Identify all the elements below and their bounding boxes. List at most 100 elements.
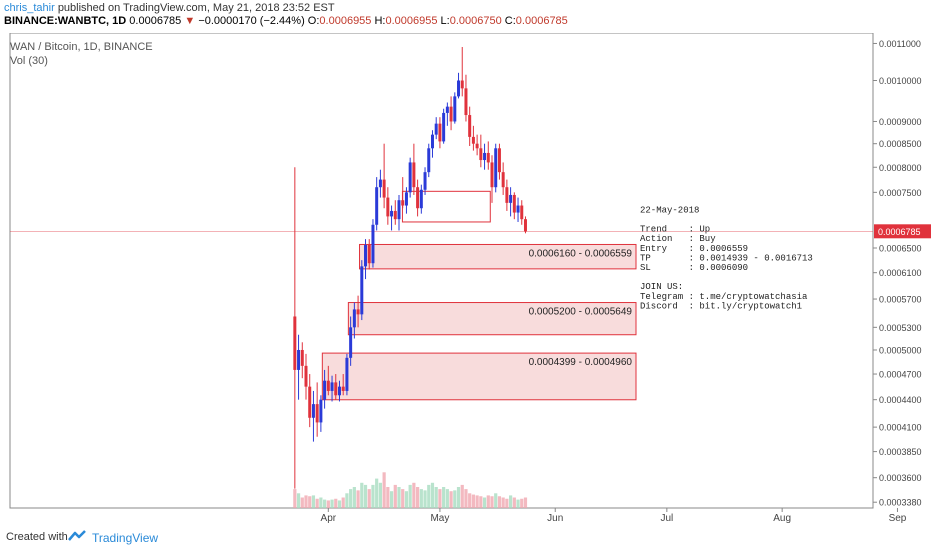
volume-bar xyxy=(300,497,304,508)
y-tick-label: 0.0008000 xyxy=(879,163,922,173)
volume-bar xyxy=(382,472,386,508)
candle-body xyxy=(423,172,427,190)
annotation-date: 22-May-2018 xyxy=(640,206,699,216)
candle-body xyxy=(308,386,312,418)
volume-bar xyxy=(315,498,319,508)
candle-body xyxy=(512,194,516,213)
y-tick-label: 0.0005000 xyxy=(879,345,922,355)
candle-body xyxy=(497,148,501,173)
y-tick-label: 0.0006500 xyxy=(879,243,922,253)
candle-body xyxy=(520,205,524,220)
candle-body xyxy=(364,245,368,267)
volume-bar xyxy=(479,496,483,508)
volume-bar xyxy=(494,493,498,508)
symbol-label: BINANCE:WANBTC, 1D xyxy=(4,15,127,27)
current-price-tag xyxy=(874,224,931,239)
y-tick-label: 0.0003380 xyxy=(879,498,922,508)
high-value: 0.0006955 xyxy=(385,15,438,27)
created-with-text: Created with xyxy=(6,531,68,543)
volume-bar xyxy=(341,497,345,508)
volume-bar xyxy=(419,489,423,508)
annotation-line: TP : 0.0014939 - 0.0016713 xyxy=(640,253,813,263)
change-value: −0.0000170 (−2.44%) xyxy=(198,15,305,27)
candle-body xyxy=(442,112,446,142)
volume-bar xyxy=(438,489,442,508)
candle-body xyxy=(345,357,349,391)
volume-bar xyxy=(356,490,360,508)
x-tick-label: Aug xyxy=(773,513,791,523)
volume-bar xyxy=(501,497,505,508)
author-link[interactable]: chris_tahir xyxy=(4,2,55,14)
candle-body xyxy=(416,187,420,209)
volume-bar xyxy=(296,493,301,508)
high-label: H: xyxy=(374,15,386,27)
chart-frame[interactable]: 0.0011000 0.0010000 0.0009000 0.0008500 0.00… xyxy=(0,33,932,523)
candle-body xyxy=(453,96,457,122)
volume-bar xyxy=(482,497,487,508)
y-tick-label: 0.0004400 xyxy=(879,395,922,405)
y-tick-label: 0.0003850 xyxy=(879,447,922,457)
chart-header: chris_tahir published on TradingView.com… xyxy=(0,0,932,30)
volume-bar xyxy=(471,494,475,508)
candle-body xyxy=(419,189,423,209)
volume-bar xyxy=(427,484,431,508)
volume-bar xyxy=(412,482,416,508)
volume-bar xyxy=(371,484,375,508)
volume-bar xyxy=(460,484,464,508)
volume-bar xyxy=(345,493,349,508)
candle-body xyxy=(319,399,323,423)
volume-bar xyxy=(352,487,356,508)
candle-body xyxy=(475,143,479,149)
volume-bar xyxy=(456,487,461,508)
candlestick-chart[interactable]: 0.0011000 0.0010000 0.0009000 0.0008500 0.00… xyxy=(0,33,932,523)
volume-bar xyxy=(393,484,397,508)
volume-bar xyxy=(311,495,316,508)
x-tick-label: Sep xyxy=(889,513,907,523)
annotation-line: JOIN US: xyxy=(640,282,683,292)
volume-bar xyxy=(490,496,494,508)
candle-body xyxy=(430,134,434,149)
volume-bar xyxy=(304,495,308,508)
candle-body xyxy=(304,365,308,387)
volume-legend: Vol (30) xyxy=(10,55,48,67)
candle-body xyxy=(311,404,315,418)
volume-bar xyxy=(404,491,409,508)
annotation-line: Action : Buy xyxy=(640,234,716,244)
volume-bar xyxy=(386,487,390,508)
candle-body xyxy=(293,316,297,370)
volume-bar xyxy=(520,498,524,508)
tradingview-brand[interactable]: TradingView xyxy=(92,531,159,545)
candle-body xyxy=(471,136,475,144)
candle-body xyxy=(382,179,386,198)
volume-bar xyxy=(330,499,334,508)
close-label: C: xyxy=(504,15,516,27)
candle-body xyxy=(337,386,341,396)
published-text: published on TradingView.com, May 21, 20… xyxy=(57,2,335,14)
down-arrow-icon: ▼ xyxy=(184,15,196,27)
candle-body xyxy=(349,327,353,358)
support-zone xyxy=(359,243,637,270)
candle-body xyxy=(483,152,487,161)
volume-bar xyxy=(334,498,338,508)
open-label: O: xyxy=(307,15,320,27)
y-tick-label: 0.0009000 xyxy=(879,117,922,127)
volume-bar xyxy=(293,489,297,508)
volume-bar xyxy=(319,497,323,508)
open-value: 0.0006955 xyxy=(319,15,372,27)
candle-body xyxy=(315,404,319,423)
volume-bar xyxy=(423,490,427,508)
x-tick-label: Apr xyxy=(321,513,337,523)
chart-legend-title: WAN / Bitcoin, 1D, BINANCE xyxy=(10,41,153,53)
ohlc-line: BINANCE:WANBTC, 1D 0.0006785 ▼ −0.000017… xyxy=(4,15,568,27)
volume-bar xyxy=(375,478,379,508)
y-tick-label: 0.0003600 xyxy=(879,473,922,483)
candle-body xyxy=(326,380,330,391)
y-tick-label: 0.0004100 xyxy=(879,423,922,433)
candle-body xyxy=(460,80,464,89)
annotation-line: Discord : bit.ly/cryptowatch1 xyxy=(640,301,802,311)
candle-body xyxy=(356,309,360,315)
volume-bar xyxy=(523,497,528,508)
volume-bar xyxy=(401,489,405,508)
volume-bar xyxy=(323,499,327,508)
x-tick-label: May xyxy=(430,513,449,523)
